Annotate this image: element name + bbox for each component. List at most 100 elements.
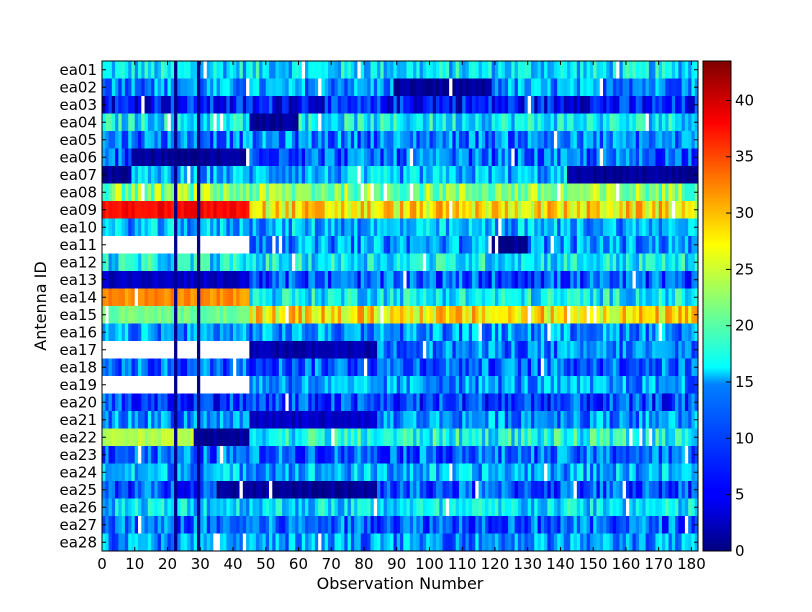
heatmap-cell bbox=[458, 306, 463, 324]
heatmap-cell bbox=[108, 428, 113, 447]
heatmap-cell bbox=[557, 148, 561, 167]
heatmap-cell bbox=[151, 271, 155, 289]
heatmap-cell bbox=[357, 323, 362, 342]
heatmap-cell bbox=[648, 323, 653, 342]
heatmap-cell bbox=[370, 463, 375, 482]
heatmap-cell bbox=[314, 446, 319, 464]
heatmap-cell bbox=[285, 463, 290, 482]
heatmap-cell bbox=[511, 446, 516, 464]
heatmap-cell bbox=[252, 166, 257, 184]
heatmap-cell bbox=[115, 218, 119, 237]
heatmap-cell bbox=[671, 201, 676, 219]
heatmap-cell bbox=[540, 411, 545, 429]
heatmap-cell bbox=[370, 61, 375, 79]
heatmap-cell bbox=[544, 481, 548, 499]
heatmap-cell bbox=[445, 78, 450, 97]
heatmap-cell bbox=[655, 323, 660, 342]
heatmap-cell bbox=[639, 411, 643, 429]
heatmap-cell bbox=[206, 236, 211, 254]
heatmap-cell bbox=[465, 323, 470, 342]
heatmap-cell bbox=[527, 358, 532, 377]
heatmap-cell bbox=[485, 183, 489, 202]
heatmap-cell bbox=[580, 201, 584, 219]
heatmap-cell bbox=[278, 113, 283, 132]
heatmap-cell bbox=[282, 148, 286, 167]
heatmap-cell bbox=[619, 148, 624, 167]
heatmap-cell bbox=[501, 498, 506, 517]
heatmap-cell bbox=[111, 411, 116, 429]
heatmap-cell bbox=[514, 376, 519, 394]
heatmap-cell bbox=[606, 428, 610, 447]
heatmap-cell bbox=[373, 498, 378, 517]
heatmap-cell bbox=[429, 306, 434, 324]
heatmap-cell bbox=[226, 236, 231, 254]
heatmap-cell bbox=[308, 306, 312, 324]
heatmap-cell bbox=[167, 533, 172, 552]
heatmap-cell bbox=[334, 183, 339, 202]
heatmap-cell bbox=[174, 323, 178, 342]
heatmap-cell bbox=[144, 411, 149, 429]
heatmap-cell bbox=[151, 428, 155, 447]
heatmap-cell bbox=[589, 236, 594, 254]
heatmap-cell bbox=[151, 533, 155, 552]
heatmap-cell bbox=[380, 393, 385, 412]
heatmap-cell bbox=[530, 481, 535, 499]
heatmap-cell bbox=[501, 253, 506, 272]
heatmap-cell bbox=[449, 446, 453, 464]
heatmap-cell bbox=[151, 236, 155, 254]
heatmap-cell bbox=[147, 78, 152, 97]
heatmap-cell bbox=[445, 218, 450, 237]
heatmap-cell bbox=[144, 201, 149, 219]
heatmap-cell bbox=[426, 341, 430, 359]
heatmap-cell bbox=[141, 358, 145, 377]
heatmap-cell bbox=[164, 96, 168, 114]
heatmap-cell bbox=[583, 96, 588, 114]
heatmap-cell bbox=[508, 148, 512, 167]
heatmap-cell bbox=[537, 271, 542, 289]
heatmap-cell bbox=[468, 376, 473, 394]
heatmap-cell bbox=[442, 516, 447, 534]
heatmap-cell bbox=[203, 218, 208, 237]
heatmap-cell bbox=[334, 481, 339, 499]
heatmap-cell bbox=[167, 113, 172, 132]
heatmap-cell bbox=[252, 323, 257, 342]
heatmap-cell bbox=[367, 96, 371, 114]
heatmap-cell bbox=[177, 376, 181, 394]
heatmap-cell bbox=[580, 393, 584, 412]
heatmap-cell bbox=[639, 323, 643, 342]
heatmap-cell bbox=[570, 446, 574, 464]
heatmap-cell bbox=[115, 341, 119, 359]
heatmap-cell bbox=[671, 78, 676, 97]
heatmap-cell bbox=[141, 148, 145, 167]
heatmap-cell bbox=[275, 78, 280, 97]
heatmap-cell bbox=[547, 218, 552, 237]
heatmap-cell bbox=[527, 516, 532, 534]
heatmap-cell bbox=[675, 236, 679, 254]
heatmap-cell bbox=[632, 358, 637, 377]
heatmap-cell bbox=[301, 533, 306, 552]
heatmap-cell bbox=[609, 481, 614, 499]
heatmap-cell bbox=[612, 516, 617, 534]
heatmap-cell bbox=[534, 463, 538, 482]
heatmap-cell bbox=[544, 516, 548, 534]
heatmap-cell bbox=[665, 288, 669, 307]
heatmap-cell bbox=[298, 341, 303, 359]
heatmap-cell bbox=[298, 78, 303, 97]
heatmap-cell bbox=[668, 463, 673, 482]
heatmap-cell bbox=[573, 253, 578, 272]
heatmap-cell bbox=[517, 131, 522, 149]
heatmap-cell bbox=[452, 516, 457, 534]
heatmap-cell bbox=[370, 148, 375, 167]
heatmap-cell bbox=[589, 166, 594, 184]
heatmap-cell bbox=[108, 61, 113, 79]
heatmap-cell bbox=[465, 148, 470, 167]
heatmap-cell bbox=[409, 96, 414, 114]
heatmap-cell bbox=[491, 341, 496, 359]
heatmap-cell bbox=[229, 61, 234, 79]
heatmap-cell bbox=[170, 463, 175, 482]
heatmap-cell bbox=[164, 201, 168, 219]
heatmap-cell bbox=[508, 166, 512, 184]
heatmap-cell bbox=[282, 393, 286, 412]
heatmap-cell bbox=[324, 113, 329, 132]
heatmap-cell bbox=[154, 376, 159, 394]
